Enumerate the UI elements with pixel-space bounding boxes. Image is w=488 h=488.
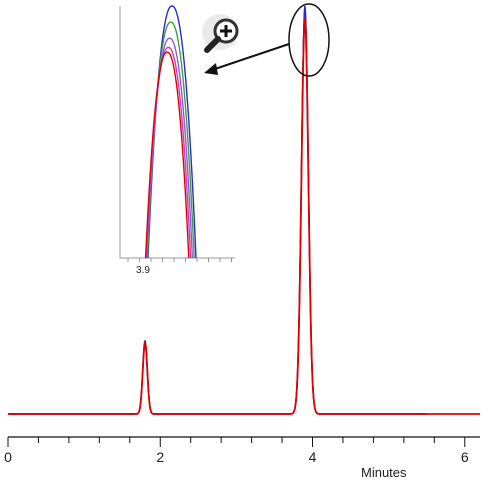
inset-trace xyxy=(144,51,190,259)
x-tick-label: 4 xyxy=(309,449,317,465)
peak-highlight-ellipse xyxy=(288,3,330,77)
x-tick-label: 6 xyxy=(461,449,469,465)
main-traces xyxy=(8,5,480,415)
inset-tick-label: 3.9 xyxy=(136,265,150,276)
zoom-inset: 3.9 xyxy=(119,5,235,276)
callout-arrow xyxy=(204,43,290,75)
series-line xyxy=(8,18,480,415)
x-tick-label: 2 xyxy=(156,449,164,465)
magnifier-plus-icon[interactable] xyxy=(202,14,239,53)
x-axis-title: Minutes xyxy=(361,465,407,480)
x-axis: 0 2 4 6 xyxy=(4,436,480,465)
x-tick-label: 0 xyxy=(4,449,12,465)
series-line xyxy=(8,10,427,415)
inset-trace xyxy=(145,46,192,259)
